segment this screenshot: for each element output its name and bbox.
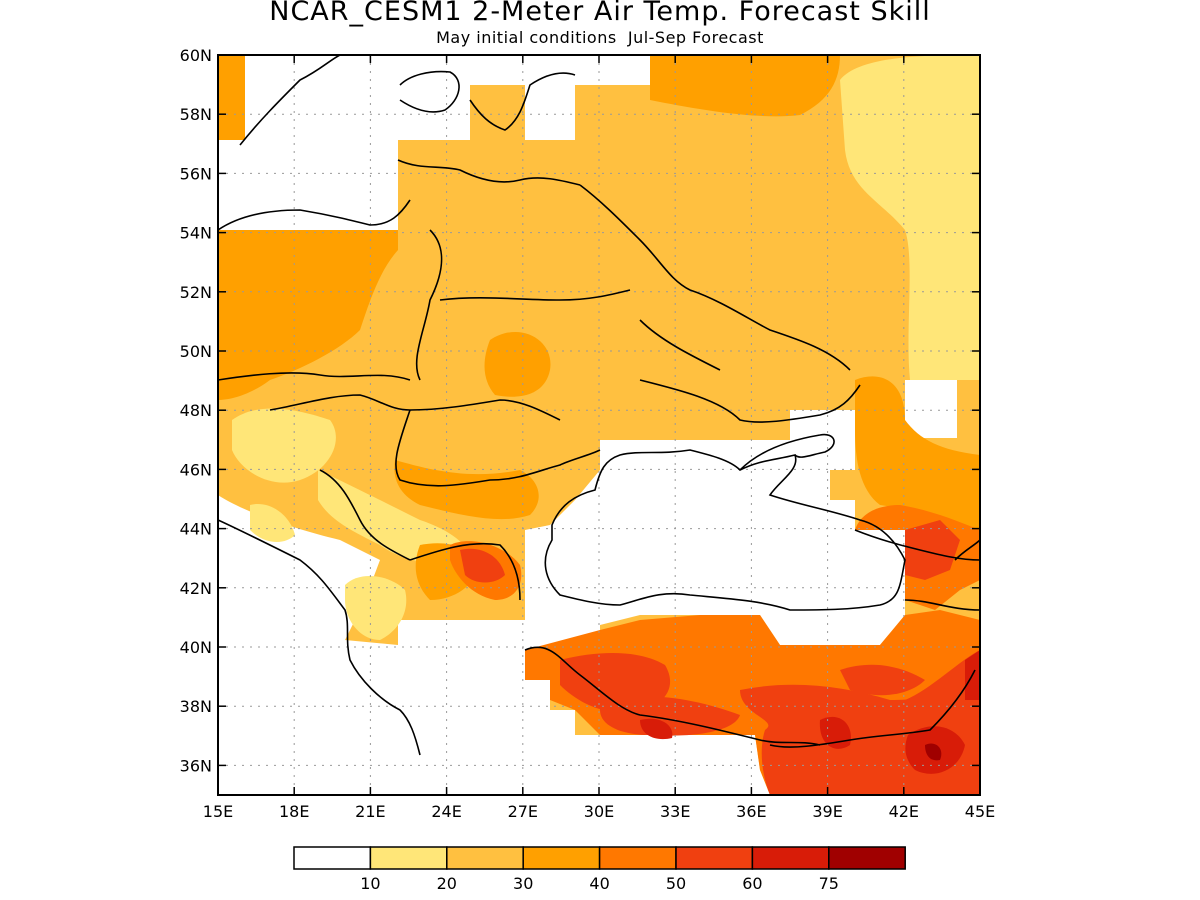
lat-tick-label: 36N	[180, 756, 212, 775]
lat-tick-label: 40N	[180, 638, 212, 657]
latitude-labels: 60N 58N 56N 54N 52N 50N 48N 46N 44N 42N 40N 38N 36N	[180, 46, 212, 775]
lat-tick-label: 50N	[180, 342, 212, 361]
lon-tick-label: 30E	[584, 802, 614, 821]
colorbar-label: 75	[819, 874, 839, 893]
lon-tick-label: 27E	[508, 802, 538, 821]
colorbar-label: 50	[666, 874, 686, 893]
colorbar-swatch	[828, 846, 906, 870]
lat-tick-label: 38N	[180, 697, 212, 716]
colorbar-swatch	[369, 846, 448, 870]
lon-tick-label: 21E	[355, 802, 385, 821]
map-grid	[218, 55, 980, 795]
lon-tick-label: 39E	[812, 802, 842, 821]
map-title: NCAR_CESM1 2-Meter Air Temp. Forecast Sk…	[269, 0, 931, 27]
colorbar-swatch	[293, 846, 372, 870]
colorbar-swatch	[522, 846, 601, 870]
lat-tick-label: 56N	[180, 164, 212, 183]
lon-tick-label: 45E	[965, 802, 995, 821]
colorbar-label: 10	[360, 874, 380, 893]
lon-tick-label: 42E	[889, 802, 919, 821]
colorbar	[293, 846, 906, 870]
colorbar-label: 40	[589, 874, 609, 893]
lat-tick-label: 46N	[180, 460, 212, 479]
lat-tick-label: 42N	[180, 579, 212, 598]
lat-tick-label: 54N	[180, 224, 212, 243]
colorbar-label: 20	[437, 874, 457, 893]
lon-tick-label: 36E	[736, 802, 766, 821]
colorbar-swatch	[675, 846, 754, 870]
colorbar-labels: 10 20 30 40 50 60 75	[360, 874, 839, 893]
lon-tick-label: 15E	[203, 802, 233, 821]
lon-tick-label: 18E	[279, 802, 309, 821]
lat-tick-label: 48N	[180, 401, 212, 420]
colorbar-label: 30	[513, 874, 533, 893]
colorbar-label: 60	[742, 874, 762, 893]
lat-tick-label: 58N	[180, 105, 212, 124]
colorbar-swatch	[598, 846, 677, 870]
lon-tick-label: 24E	[431, 802, 461, 821]
lon-tick-label: 33E	[660, 802, 690, 821]
map-subtitle: May initial conditions Jul-Sep Forecast	[436, 28, 764, 47]
lat-tick-label: 52N	[180, 283, 212, 302]
coastlines-borders	[218, 55, 980, 756]
axis-ticks	[217, 54, 981, 795]
lat-tick-label: 44N	[180, 520, 212, 539]
longitude-labels: 15E 18E 21E 24E 27E 30E 33E 36E 39E 42E 45E	[203, 802, 995, 821]
colorbar-swatch	[751, 846, 830, 870]
lat-tick-label: 60N	[180, 46, 212, 65]
colorbar-swatch	[446, 846, 524, 870]
